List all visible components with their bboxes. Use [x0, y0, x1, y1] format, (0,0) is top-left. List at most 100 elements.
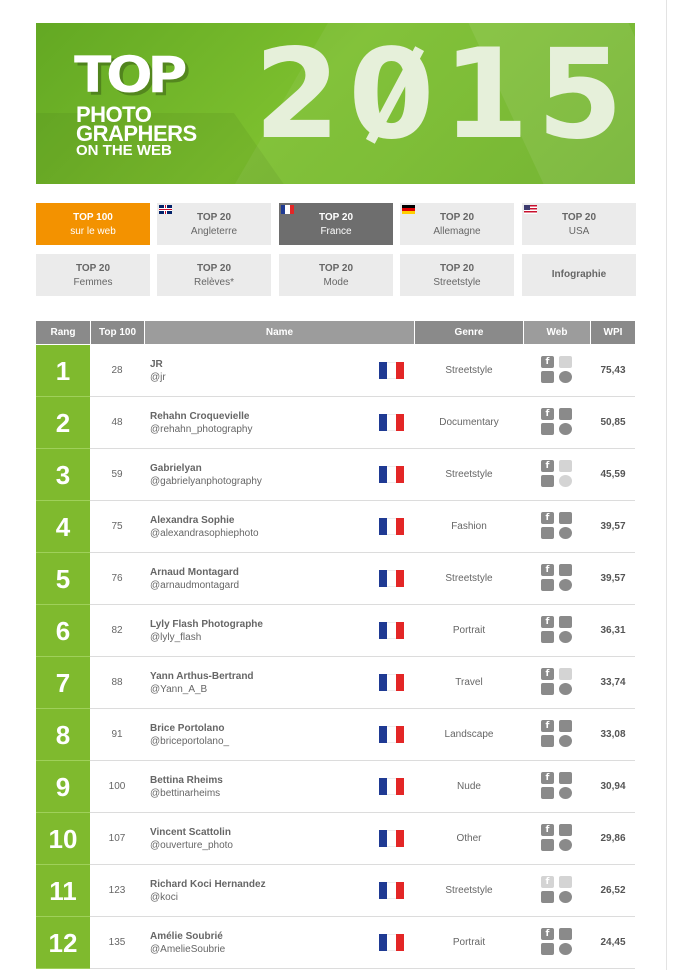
genre-label: Nude: [457, 781, 481, 792]
web-links: f: [541, 824, 577, 854]
twitter-icon[interactable]: [541, 371, 554, 383]
facebook-icon[interactable]: f: [541, 772, 554, 784]
photographer-handle[interactable]: @arnaudmontagard: [150, 580, 240, 591]
camera-icon[interactable]: [559, 512, 572, 524]
globe-icon[interactable]: [559, 891, 572, 903]
tab-top-20-allemagne[interactable]: TOP 20 Allemagne: [400, 203, 514, 245]
table-row[interactable]: 10 107 Vincent Scattolin @ouverture_photo Ot…: [36, 813, 635, 865]
table-row[interactable]: 7 88 Yann Arthus-Bertrand @Yann_A_B Travel f 3…: [36, 657, 635, 709]
photographer-fullname[interactable]: Arnaud Montagard: [150, 567, 239, 578]
twitter-icon[interactable]: [541, 735, 554, 747]
globe-icon[interactable]: [559, 527, 572, 539]
photographer-fullname[interactable]: Amélie Soubrié: [150, 931, 223, 942]
twitter-icon[interactable]: [541, 943, 554, 955]
photographer-handle[interactable]: @lyly_flash: [150, 632, 202, 643]
tab-top-20-usa[interactable]: TOP 20 USA: [522, 203, 636, 245]
photographer-fullname[interactable]: JR: [150, 359, 163, 370]
globe-icon[interactable]: [559, 579, 572, 591]
globe-icon[interactable]: [559, 735, 572, 747]
twitter-icon[interactable]: [541, 475, 554, 487]
camera-icon[interactable]: [559, 408, 572, 420]
photographer-fullname[interactable]: Rehahn Croquevielle: [150, 411, 250, 422]
camera-icon[interactable]: [559, 720, 572, 732]
france-flag-icon: [379, 726, 404, 743]
table-row[interactable]: 9 100 Bettina Rheims @bettinarheims Nude f 30,…: [36, 761, 635, 813]
photographer-handle[interactable]: @briceportolano_: [150, 736, 230, 747]
photographer-fullname[interactable]: Lyly Flash Photographe: [150, 619, 263, 630]
facebook-icon[interactable]: f: [541, 668, 554, 680]
photographer-fullname[interactable]: Gabrielyan: [150, 463, 202, 474]
table-row[interactable]: 6 82 Lyly Flash Photographe @lyly_flash Port…: [36, 605, 635, 657]
photographer-handle[interactable]: @ouverture_photo: [150, 840, 233, 851]
table-row[interactable]: 2 48 Rehahn Croquevielle @rehahn_photograph…: [36, 397, 635, 449]
table-row[interactable]: 4 75 Alexandra Sophie @alexandrasophiephoto…: [36, 501, 635, 553]
twitter-icon[interactable]: [541, 787, 554, 799]
facebook-icon[interactable]: f: [541, 512, 554, 524]
photographer-handle[interactable]: @Yann_A_B: [150, 684, 208, 695]
table-row[interactable]: 5 76 Arnaud Montagard @arnaudmontagard Stree…: [36, 553, 635, 605]
facebook-icon[interactable]: f: [541, 928, 554, 940]
photographer-fullname[interactable]: Bettina Rheims: [150, 775, 223, 786]
photographer-name: Lyly Flash Photographe @lyly_flash: [150, 618, 263, 644]
table-row[interactable]: 1 28 JR @jr Streetstyle f 75,43: [36, 345, 635, 397]
facebook-icon[interactable]: f: [541, 824, 554, 836]
tab-top-100-sur-le-web[interactable]: TOP 100 sur le web: [36, 203, 150, 245]
table-header: Rang Top 100 Name Genre Web WPI: [36, 321, 635, 344]
france-flag-icon: [379, 674, 404, 691]
photographer-handle[interactable]: @jr: [150, 372, 166, 383]
photographer-handle[interactable]: @gabrielyanphotography: [150, 476, 262, 487]
photographer-fullname[interactable]: Alexandra Sophie: [150, 515, 235, 526]
photographer-handle[interactable]: @bettinarheims: [150, 788, 221, 799]
tab-top-20-rel-ves[interactable]: TOP 20 Relèves*: [157, 254, 271, 296]
camera-icon[interactable]: [559, 772, 572, 784]
table-row[interactable]: 11 123 Richard Koci Hernandez @koci Streetst…: [36, 865, 635, 917]
globe-icon[interactable]: [559, 371, 572, 383]
tab-infographie[interactable]: Infographie: [522, 254, 636, 296]
globe-icon[interactable]: [559, 839, 572, 851]
globe-icon[interactable]: [559, 787, 572, 799]
facebook-icon[interactable]: f: [541, 408, 554, 420]
photographer-fullname[interactable]: Yann Arthus-Bertrand: [150, 671, 254, 682]
top100-position: 75: [111, 521, 123, 532]
globe-icon[interactable]: [559, 683, 572, 695]
globe-icon[interactable]: [559, 943, 572, 955]
globe-icon[interactable]: [559, 631, 572, 643]
tab-top-20-mode[interactable]: TOP 20 Mode: [279, 254, 393, 296]
photographer-fullname[interactable]: Vincent Scattolin: [150, 827, 231, 838]
twitter-icon[interactable]: [541, 579, 554, 591]
top100-position: 82: [111, 625, 123, 636]
camera-icon[interactable]: [559, 616, 572, 628]
photographer-fullname[interactable]: Brice Portolano: [150, 723, 225, 734]
photographer-handle[interactable]: @koci: [150, 892, 178, 903]
wpi-score: 29,86: [600, 833, 626, 844]
twitter-icon[interactable]: [541, 423, 554, 435]
facebook-icon[interactable]: f: [541, 616, 554, 628]
facebook-icon[interactable]: f: [541, 460, 554, 472]
camera-icon[interactable]: [559, 928, 572, 940]
tab-top-20-france[interactable]: TOP 20 France: [279, 203, 393, 245]
camera-icon[interactable]: [559, 564, 572, 576]
twitter-icon[interactable]: [541, 527, 554, 539]
facebook-icon[interactable]: f: [541, 356, 554, 368]
facebook-icon[interactable]: f: [541, 564, 554, 576]
globe-icon[interactable]: [559, 423, 572, 435]
twitter-icon[interactable]: [541, 891, 554, 903]
tab-top-20-streetstyle[interactable]: TOP 20 Streetstyle: [400, 254, 514, 296]
photographer-fullname[interactable]: Richard Koci Hernandez: [150, 879, 266, 890]
header-name: Name: [145, 321, 414, 344]
photographer-handle[interactable]: @AmelieSoubrie: [150, 944, 226, 955]
wpi-score: 39,57: [600, 521, 626, 532]
table-row[interactable]: 3 59 Gabrielyan @gabrielyanphotography Stree…: [36, 449, 635, 501]
table-row[interactable]: 12 135 Amélie Soubrié @AmelieSoubrie Portrai…: [36, 917, 635, 969]
table-row[interactable]: 8 91 Brice Portolano @briceportolano_ Landsc…: [36, 709, 635, 761]
photographer-handle[interactable]: @rehahn_photography: [150, 424, 253, 435]
tab-top-20-angleterre[interactable]: TOP 20 Angleterre: [157, 203, 271, 245]
twitter-icon[interactable]: [541, 683, 554, 695]
wpi-score: 30,94: [600, 781, 626, 792]
twitter-icon[interactable]: [541, 631, 554, 643]
facebook-icon[interactable]: f: [541, 720, 554, 732]
photographer-handle[interactable]: @alexandrasophiephoto: [150, 528, 259, 539]
tab-top-20-femmes[interactable]: TOP 20 Femmes: [36, 254, 150, 296]
camera-icon[interactable]: [559, 824, 572, 836]
twitter-icon[interactable]: [541, 839, 554, 851]
